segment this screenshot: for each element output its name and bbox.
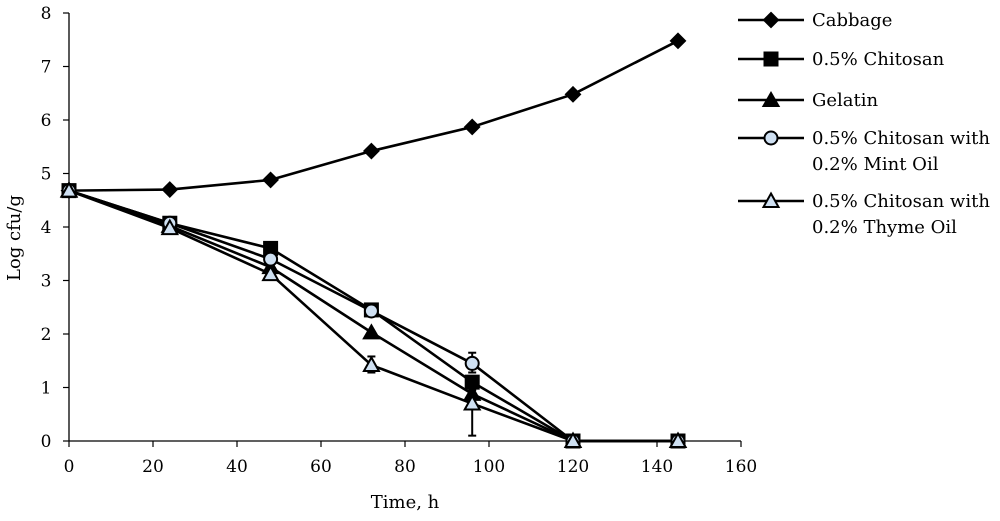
series-1-point bbox=[463, 118, 481, 136]
legend-label: Gelatin bbox=[812, 90, 879, 111]
series-4-point bbox=[464, 355, 480, 371]
series-1-point bbox=[669, 32, 687, 50]
x-tick-label: 80 bbox=[394, 457, 416, 477]
y-tick-label: 2 bbox=[41, 325, 52, 345]
legend-label: 0.5% Chitosan with bbox=[812, 128, 990, 149]
x-tick-label: 100 bbox=[473, 457, 505, 477]
legend-item-5: 0.5% Chitosan with 0.2% Thyme Oil bbox=[738, 191, 990, 238]
y-axis-title: Log cfu/g bbox=[4, 195, 25, 281]
x-tick-label: 0 bbox=[64, 457, 75, 477]
y-tick-label: 8 bbox=[41, 4, 52, 24]
y-tick-label: 0 bbox=[41, 432, 52, 452]
legend-item-3: Gelatin bbox=[738, 90, 879, 111]
x-tick-label: 120 bbox=[557, 457, 589, 477]
legend-marker bbox=[763, 130, 779, 146]
legend-item-4: 0.5% Chitosan with 0.2% Mint Oil bbox=[738, 128, 990, 175]
y-tick-label: 3 bbox=[41, 272, 52, 292]
legend-item-1: Cabbage bbox=[738, 10, 892, 31]
series-4-point bbox=[363, 303, 379, 319]
series-4-point bbox=[263, 251, 279, 267]
series-5-point bbox=[59, 181, 79, 198]
x-tick-label: 140 bbox=[641, 457, 673, 477]
legend: Cabbage 0.5% Chitosan Gelatin 0.5% Chitosan… bbox=[738, 10, 990, 238]
x-tick-label: 60 bbox=[310, 457, 332, 477]
series-5-point bbox=[463, 393, 482, 411]
legend-marker bbox=[763, 51, 779, 67]
series-3-point bbox=[362, 323, 381, 340]
y-tick-label: 7 bbox=[41, 58, 52, 78]
legend-label: Cabbage bbox=[812, 10, 892, 31]
series-5-point bbox=[362, 355, 381, 373]
y-tick-label: 4 bbox=[41, 218, 52, 238]
legend-item-2: 0.5% Chitosan bbox=[738, 49, 945, 70]
series-5-point bbox=[160, 218, 179, 236]
legend-label: 0.5% Chitosan bbox=[812, 49, 945, 70]
legend-marker bbox=[762, 11, 780, 29]
series-1-point bbox=[262, 171, 280, 189]
x-axis-title: Time, h bbox=[371, 492, 440, 513]
x-tick-label: 20 bbox=[142, 457, 164, 477]
legend-marker bbox=[761, 90, 781, 107]
y-tick-label: 1 bbox=[41, 379, 52, 399]
y-tick-label: 5 bbox=[41, 165, 52, 185]
y-tick-label: 6 bbox=[41, 111, 52, 131]
error-bars bbox=[367, 351, 477, 437]
series-1-point bbox=[362, 142, 380, 160]
series-markers bbox=[59, 32, 688, 449]
series-5-point bbox=[261, 264, 280, 282]
legend-label: 0.5% Chitosan with bbox=[812, 191, 990, 212]
series-1-point bbox=[161, 181, 179, 198]
x-tick-label: 40 bbox=[226, 457, 248, 477]
legend-marker bbox=[761, 191, 781, 208]
legend-label: 0.2% Mint Oil bbox=[812, 154, 939, 175]
series-5-point bbox=[668, 431, 688, 448]
legend-label: 0.2% Thyme Oil bbox=[812, 217, 957, 238]
series-5-point bbox=[563, 431, 583, 448]
series-lines bbox=[68, 39, 679, 443]
x-tick-label: 160 bbox=[725, 457, 757, 477]
series-1-line bbox=[68, 39, 679, 192]
series-1-point bbox=[564, 85, 582, 103]
